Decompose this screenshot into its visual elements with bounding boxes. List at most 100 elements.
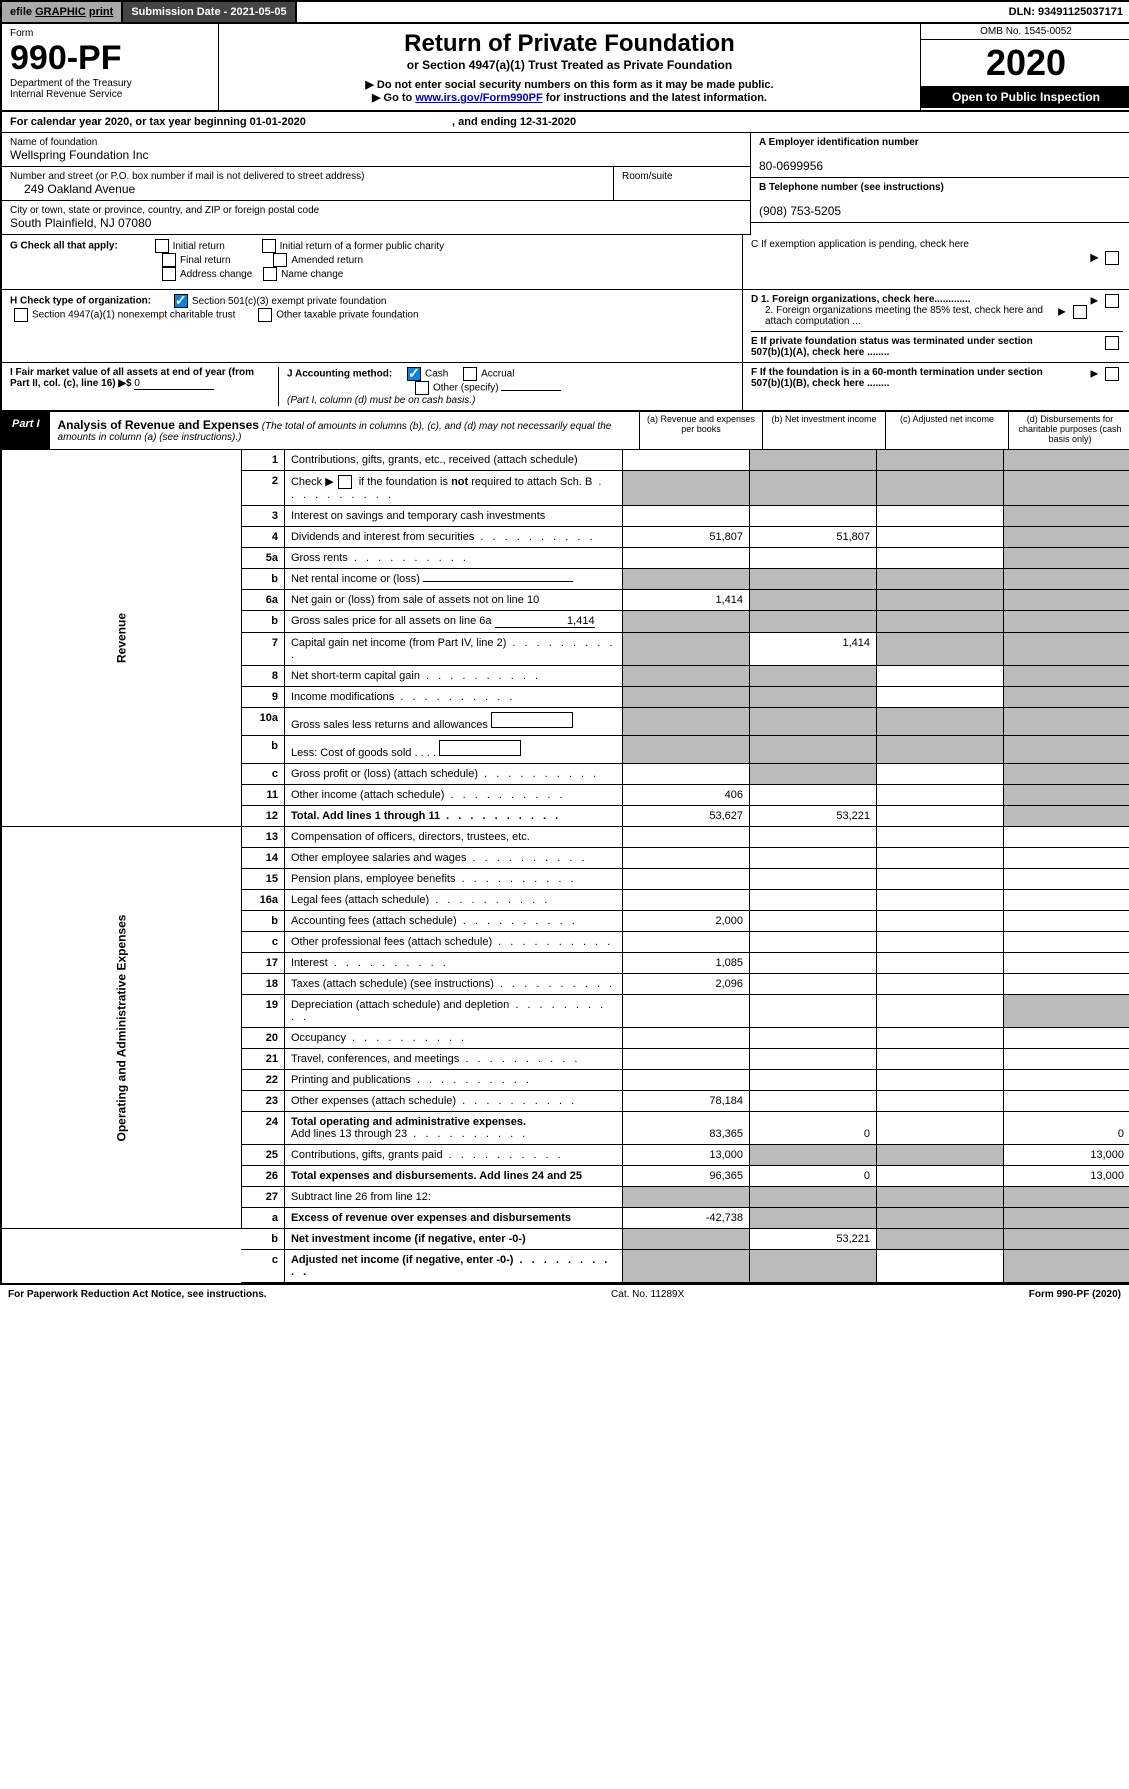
name-cell: Name of foundation Wellspring Foundation… — [2, 133, 750, 167]
amended-label: Amended return — [291, 255, 363, 266]
footer-right: Form 990-PF (2020) — [1029, 1289, 1121, 1300]
chk-final[interactable] — [162, 253, 176, 267]
i-value: 0 — [134, 378, 214, 390]
row25-a: 13,000 — [623, 1145, 750, 1166]
row16c-desc: Other professional fees (attach schedule… — [284, 932, 622, 953]
chk-d2[interactable] — [1073, 305, 1087, 319]
form-subtitle: or Section 4947(a)(1) Trust Treated as P… — [249, 58, 890, 72]
note-ssn: ▶ Do not enter social security numbers o… — [249, 78, 890, 91]
accrual-label: Accrual — [481, 369, 514, 380]
footer: For Paperwork Reduction Act Notice, see … — [0, 1285, 1129, 1304]
col-a-head: (a) Revenue and expenses per books — [639, 412, 762, 449]
submission-date: Submission Date - 2021-05-05 — [123, 2, 296, 22]
cash-label: Cash — [425, 369, 448, 380]
g-block: G Check all that apply: Initial return I… — [2, 235, 743, 289]
i-j-left: I Fair market value of all assets at end… — [2, 363, 743, 410]
row24-desc: Total operating and administrative expen… — [284, 1112, 622, 1145]
d2-label: 2. Foreign organizations meeting the 85%… — [751, 305, 1045, 327]
chk-addrchange[interactable] — [162, 267, 176, 281]
room-label: Room/suite — [622, 171, 742, 182]
row21-desc: Travel, conferences, and meetings — [284, 1049, 622, 1070]
name-change-label: Name change — [281, 269, 343, 280]
chk-501c3[interactable] — [174, 294, 188, 308]
row26-b: 0 — [750, 1166, 877, 1187]
tel-label: B Telephone number (see instructions) — [759, 182, 944, 193]
e-label: E If private foundation status was termi… — [751, 336, 1051, 358]
h-label: H Check type of organization: — [10, 296, 151, 307]
irs-link[interactable]: www.irs.gov/Form990PF — [415, 92, 542, 104]
irs-label: Internal Revenue Service — [10, 89, 122, 100]
chk-namechange[interactable] — [263, 267, 277, 281]
row5a-desc: Gross rents — [284, 548, 622, 569]
info-row: Name of foundation Wellspring Foundation… — [2, 133, 1129, 235]
tel-value: (908) 753-5205 — [759, 204, 841, 218]
tel-cell: B Telephone number (see instructions) (9… — [751, 178, 1129, 223]
row27b-b: 53,221 — [750, 1229, 877, 1250]
omb-number: OMB No. 1545-0052 — [921, 24, 1129, 40]
chk-accrual[interactable] — [463, 367, 477, 381]
row26-desc: Total expenses and disbursements. Add li… — [284, 1166, 622, 1187]
footer-center: Cat. No. 11289X — [267, 1289, 1029, 1300]
efile-badge: efile GRAPHIC print — [2, 2, 123, 22]
row17-a: 1,085 — [623, 953, 750, 974]
ein-value: 80-0699956 — [759, 159, 823, 173]
chk-f[interactable] — [1105, 367, 1119, 381]
col-d-head: (d) Disbursements for charitable purpose… — [1008, 412, 1129, 449]
chk-amended[interactable] — [273, 253, 287, 267]
row23-a: 78,184 — [623, 1091, 750, 1112]
ein-cell: A Employer identification number 80-0699… — [751, 133, 1129, 178]
addr-change-label: Address change — [180, 269, 252, 280]
row27a-desc: Excess of revenue over expenses and disb… — [284, 1208, 622, 1229]
addr-cell: Number and street (or P.O. box number if… — [2, 167, 613, 201]
row12-desc: Total. Add lines 1 through 11 — [284, 806, 622, 827]
c-block: C If exemption application is pending, c… — [743, 235, 1129, 289]
city-label: City or town, state or province, country… — [10, 205, 742, 216]
row11-a: 406 — [623, 785, 750, 806]
g-c-row: G Check all that apply: Initial return I… — [2, 235, 1129, 290]
s4947-label: Section 4947(a)(1) nonexempt charitable … — [32, 310, 235, 321]
name-label: Name of foundation — [10, 137, 742, 148]
row24-a: 83,365 — [623, 1112, 750, 1145]
city-value: South Plainfield, NJ 07080 — [10, 216, 151, 230]
row25-desc: Contributions, gifts, grants paid — [284, 1145, 622, 1166]
calendar-year-row: For calendar year 2020, or tax year begi… — [2, 112, 1129, 133]
chk-schb[interactable] — [338, 475, 352, 489]
chk-e[interactable] — [1105, 336, 1119, 350]
f-label: F If the foundation is in a 60-month ter… — [751, 367, 1051, 389]
footer-left: For Paperwork Reduction Act Notice, see … — [8, 1289, 267, 1300]
row12-a: 53,627 — [623, 806, 750, 827]
info-left: Name of foundation Wellspring Foundation… — [2, 133, 750, 235]
chk-initial-former[interactable] — [262, 239, 276, 253]
part1-header: Part I Analysis of Revenue and Expenses … — [2, 410, 1129, 450]
open-to-public: Open to Public Inspection — [921, 86, 1129, 108]
addr-value: 249 Oakland Avenue — [10, 182, 135, 196]
cal-text-b: , and ending 12-31-2020 — [452, 116, 576, 128]
header-left: Form 990-PF Department of the Treasury I… — [2, 24, 219, 110]
row18-a: 2,096 — [623, 974, 750, 995]
efile-prefix: efile — [10, 6, 32, 18]
chk-initial[interactable] — [155, 239, 169, 253]
form-word: Form — [10, 28, 33, 39]
efile-graphic[interactable]: GRAPHIC — [35, 6, 86, 18]
chk-other-method[interactable] — [415, 381, 429, 395]
chk-4947[interactable] — [14, 308, 28, 322]
row6a-desc: Net gain or (loss) from sale of assets n… — [284, 590, 622, 611]
row10c-desc: Gross profit or (loss) (attach schedule) — [284, 764, 622, 785]
efile-print[interactable]: print — [89, 6, 113, 18]
chk-c[interactable] — [1105, 251, 1119, 265]
chk-d1[interactable] — [1105, 294, 1119, 308]
info-right: A Employer identification number 80-0699… — [750, 133, 1129, 235]
row24-b: 0 — [750, 1112, 877, 1145]
expenses-sidelabel: Operating and Administrative Expenses — [114, 914, 128, 1141]
note-link-row: ▶ Go to www.irs.gov/Form990PF for instru… — [249, 91, 890, 104]
j-label: J Accounting method: — [287, 369, 392, 380]
row7-b: 1,414 — [750, 633, 877, 666]
final-return-label: Final return — [180, 255, 231, 266]
part1-title: Analysis of Revenue and Expenses (The to… — [50, 412, 639, 449]
row5b-desc: Net rental income or (loss) — [284, 569, 622, 590]
row8-desc: Net short-term capital gain — [284, 666, 622, 687]
i-j-row: I Fair market value of all assets at end… — [2, 363, 1129, 410]
row9-desc: Income modifications — [284, 687, 622, 708]
chk-other-taxable[interactable] — [258, 308, 272, 322]
chk-cash[interactable] — [407, 367, 421, 381]
